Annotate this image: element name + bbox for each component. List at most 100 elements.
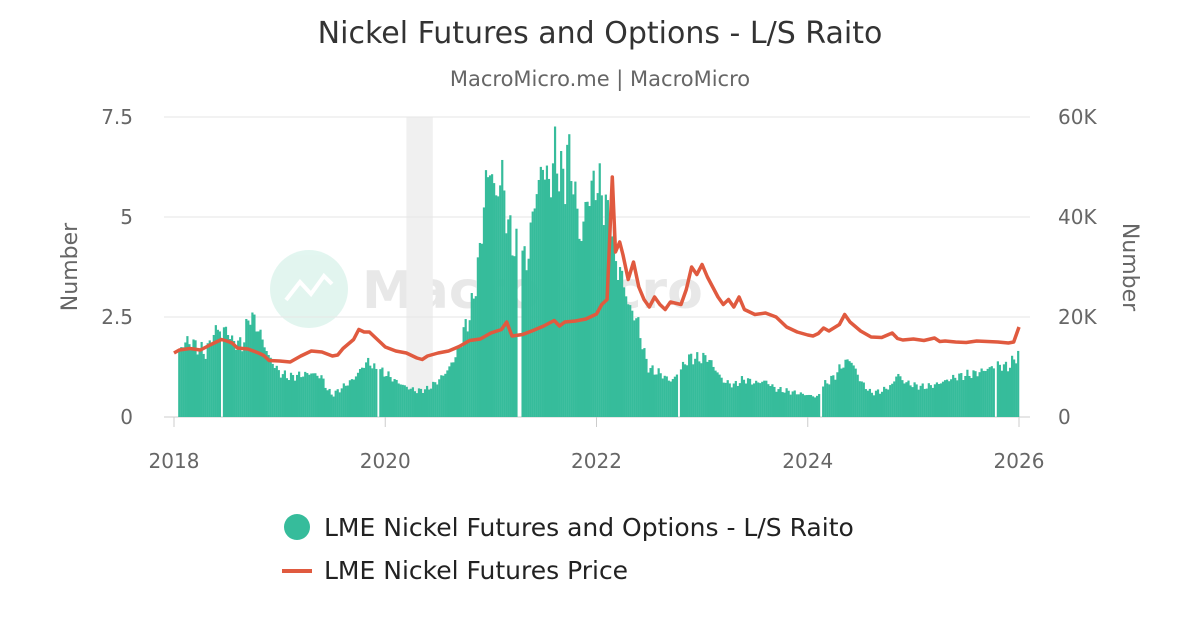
- ratio-bar: [417, 388, 421, 417]
- ratio-bar: [720, 377, 723, 417]
- ratio-bar: [667, 380, 670, 417]
- ratio-bar: [744, 383, 748, 417]
- ratio-bar: [945, 379, 949, 417]
- ratio-bar: [765, 380, 768, 417]
- ratio-bar: [840, 368, 843, 417]
- ratio-bar: [899, 376, 902, 417]
- chart-subtitle: MacroMicro.me | MacroMicro: [450, 67, 750, 92]
- ratio-bar: [306, 373, 309, 417]
- x-axis-ticks: 2018 2020 2022 2024 2026: [149, 417, 1044, 473]
- x-tick-label: 2018: [149, 449, 200, 473]
- ratio-bar: [777, 389, 780, 417]
- right-tick-label: 20K: [1058, 305, 1097, 329]
- ratio-bar: [822, 386, 825, 417]
- ratio-bar: [868, 388, 872, 417]
- ratio-bar: [188, 344, 191, 417]
- ratio-bar: [805, 395, 809, 417]
- ratio-bar: [736, 385, 739, 417]
- ratio-bar: [247, 320, 250, 417]
- ratio-bar: [939, 383, 943, 417]
- ratio-bar: [385, 376, 388, 417]
- ratio-bar: [204, 358, 207, 417]
- legend[interactable]: LME Nickel Futures and Options - L/S Rai…: [282, 513, 854, 585]
- ratio-bar: [371, 368, 374, 417]
- ratio-bar: [757, 382, 760, 417]
- ratio-bar: [206, 343, 209, 417]
- ratio-bar: [872, 395, 876, 417]
- ratio-bar: [253, 314, 256, 417]
- legend-item-price[interactable]: LME Nickel Futures Price: [282, 556, 628, 585]
- ratio-bar: [320, 375, 323, 417]
- ratio-bar: [218, 331, 222, 417]
- ratio-bar: [614, 261, 618, 417]
- ratio-bar: [257, 331, 260, 417]
- ratio-bar: [222, 327, 226, 417]
- ratio-bar: [649, 367, 652, 417]
- ratio-bar: [405, 386, 408, 417]
- ratio-bar: [381, 367, 384, 417]
- ratio-bar: [570, 181, 573, 417]
- ratio-bar: [618, 267, 622, 417]
- ratio-bar: [862, 382, 865, 417]
- ratio-bar: [769, 386, 772, 417]
- ratio-bar: [980, 368, 983, 417]
- ratio-bar: [480, 243, 484, 417]
- ratio-bar: [978, 372, 981, 417]
- ratio-bar: [876, 389, 880, 417]
- ratio-bars: [178, 126, 1020, 417]
- ratio-bar: [702, 352, 705, 417]
- ratio-bar: [889, 385, 892, 417]
- ratio-bar: [283, 370, 287, 417]
- ratio-bar: [669, 381, 672, 417]
- ratio-bar: [982, 370, 985, 417]
- ratio-bar: [251, 312, 254, 417]
- ratio-bar: [925, 388, 928, 417]
- ratio-bar: [604, 194, 607, 417]
- ratio-bar: [190, 350, 193, 417]
- ratio-bar: [874, 390, 878, 417]
- left-tick-label: 0: [120, 405, 133, 429]
- ratio-bar: [228, 339, 232, 417]
- ratio-bar: [527, 258, 530, 417]
- ratio-bar: [352, 379, 356, 417]
- ratio-bar: [574, 181, 577, 417]
- ratio-bar: [348, 380, 352, 417]
- ratio-bar: [1000, 370, 1004, 417]
- ratio-bar: [692, 364, 695, 417]
- ratio-bar: [547, 178, 551, 417]
- ratio-bar: [659, 373, 662, 417]
- ratio-bar: [263, 347, 266, 417]
- ratio-bar: [793, 390, 796, 417]
- ratio-bar: [779, 387, 782, 417]
- ratio-bar: [612, 226, 616, 417]
- ratio-bar: [852, 365, 855, 417]
- ratio-bar: [539, 166, 542, 417]
- ratio-bar: [490, 174, 494, 417]
- ratio-bar: [596, 193, 599, 417]
- ratio-bar: [726, 380, 729, 417]
- ratio-bar: [643, 348, 646, 417]
- ratio-bar: [430, 388, 433, 417]
- ratio-bar: [537, 179, 540, 417]
- ratio-bar: [903, 383, 906, 417]
- ratio-bar: [334, 390, 337, 417]
- ratio-bar: [525, 270, 528, 417]
- ratio-bar: [807, 394, 811, 417]
- price-line: [173, 175, 1021, 364]
- ratio-bar: [685, 365, 689, 417]
- ratio-bar: [795, 394, 798, 417]
- ratio-bar: [289, 372, 293, 417]
- ratio-bar: [700, 363, 703, 417]
- ratio-bar: [671, 379, 674, 417]
- ratio-bar: [883, 386, 886, 417]
- ratio-bar: [592, 170, 595, 417]
- ratio-bar: [503, 190, 506, 417]
- legend-item-ratio[interactable]: LME Nickel Futures and Options - L/S Rai…: [284, 513, 854, 542]
- ratio-bar: [233, 340, 236, 417]
- ratio-bar: [395, 379, 398, 417]
- ratio-bar: [708, 359, 711, 417]
- x-tick-label: 2022: [571, 449, 622, 473]
- ratio-bar: [442, 375, 445, 417]
- chart-title: Nickel Futures and Options - L/S Raito: [318, 16, 883, 51]
